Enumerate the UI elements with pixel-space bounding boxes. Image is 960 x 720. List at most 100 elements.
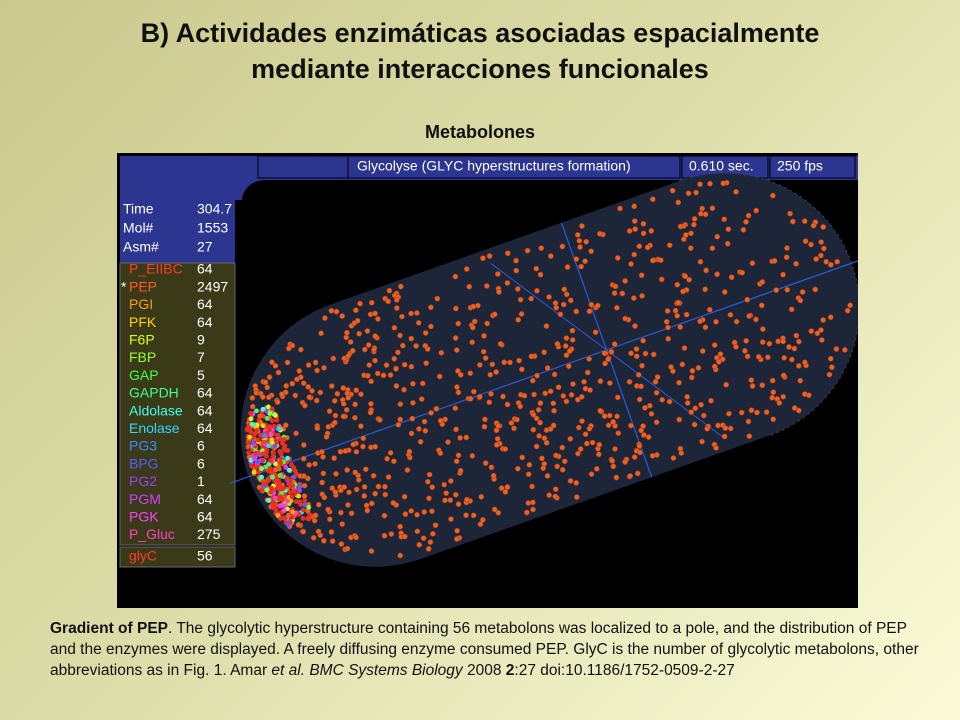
enzyme (290, 483, 296, 489)
particle (368, 400, 374, 407)
species-box (119, 262, 236, 546)
particle (769, 394, 776, 401)
particle (639, 293, 645, 299)
particle (504, 484, 511, 490)
particle (352, 469, 359, 476)
particle (544, 365, 551, 371)
enzyme (265, 404, 271, 410)
particle (455, 452, 462, 459)
particle (770, 389, 777, 395)
particle (345, 502, 351, 508)
particle (628, 350, 634, 357)
particle (442, 497, 448, 504)
enzyme (269, 406, 275, 412)
particle (385, 474, 392, 480)
particle (537, 271, 544, 278)
particle (786, 344, 792, 350)
enzyme (277, 426, 282, 431)
enzyme (282, 515, 288, 521)
particle (315, 528, 322, 535)
particle (617, 205, 623, 212)
particle (566, 348, 573, 355)
particle (605, 422, 612, 429)
particle (554, 341, 561, 347)
particle (325, 506, 331, 513)
particle (582, 385, 589, 392)
stats-box (120, 197, 235, 263)
particle (615, 430, 622, 436)
particle (759, 339, 766, 345)
particle (826, 371, 833, 378)
particle (421, 509, 428, 515)
enzyme (246, 450, 252, 456)
header-label: Glycolyse (GLYC hyperstructures formatio… (357, 158, 631, 174)
particle (293, 430, 299, 437)
particle (697, 258, 704, 265)
particle (455, 389, 462, 396)
particle (292, 392, 299, 399)
particle (808, 241, 814, 248)
particle (397, 552, 404, 559)
particle (491, 311, 498, 318)
particle (501, 359, 508, 366)
particle (582, 258, 588, 264)
enzyme (286, 481, 292, 487)
caption-text: . The glycolytic hyperstructure containi… (50, 620, 919, 679)
enzyme (260, 451, 266, 457)
particle (493, 442, 500, 448)
particle (642, 405, 648, 411)
particle (402, 533, 408, 540)
particle (584, 440, 590, 447)
particle (679, 361, 686, 368)
particle (528, 353, 535, 360)
particle (535, 407, 542, 413)
particle (537, 400, 544, 406)
enzyme (278, 494, 284, 500)
particle (272, 362, 279, 369)
header-cell (257, 155, 349, 179)
particle (338, 509, 344, 516)
particle (311, 517, 318, 524)
particle (305, 362, 312, 368)
enzyme (281, 508, 287, 513)
particle (408, 335, 415, 342)
particle (791, 405, 798, 411)
particle (470, 388, 477, 395)
particle (368, 299, 375, 306)
particle (414, 511, 420, 518)
particle (799, 289, 806, 295)
particle (309, 387, 315, 394)
particle (763, 409, 770, 415)
particle (469, 453, 476, 459)
enzyme (300, 515, 306, 521)
particle (249, 403, 256, 410)
particle (500, 393, 506, 400)
species-count: 64 (197, 385, 213, 401)
particle (306, 462, 313, 468)
particle (388, 531, 395, 537)
particle (323, 434, 330, 440)
particle (534, 287, 540, 294)
particle (748, 407, 755, 414)
particle (693, 189, 699, 196)
particle (328, 307, 335, 314)
enzyme (274, 439, 280, 445)
particle (305, 475, 311, 482)
enzyme (285, 522, 291, 528)
particle (773, 287, 780, 293)
particle (398, 283, 404, 290)
particle (457, 435, 463, 441)
particle (754, 409, 760, 416)
particle (691, 216, 698, 222)
particle (578, 263, 585, 270)
particle (382, 483, 388, 490)
particle (397, 523, 404, 530)
particle (525, 500, 532, 506)
particle (613, 474, 620, 481)
particle (753, 207, 760, 214)
particle (726, 410, 732, 417)
header-time: 0.610 sec. (689, 158, 754, 174)
particle (561, 458, 568, 465)
particle (365, 342, 372, 348)
